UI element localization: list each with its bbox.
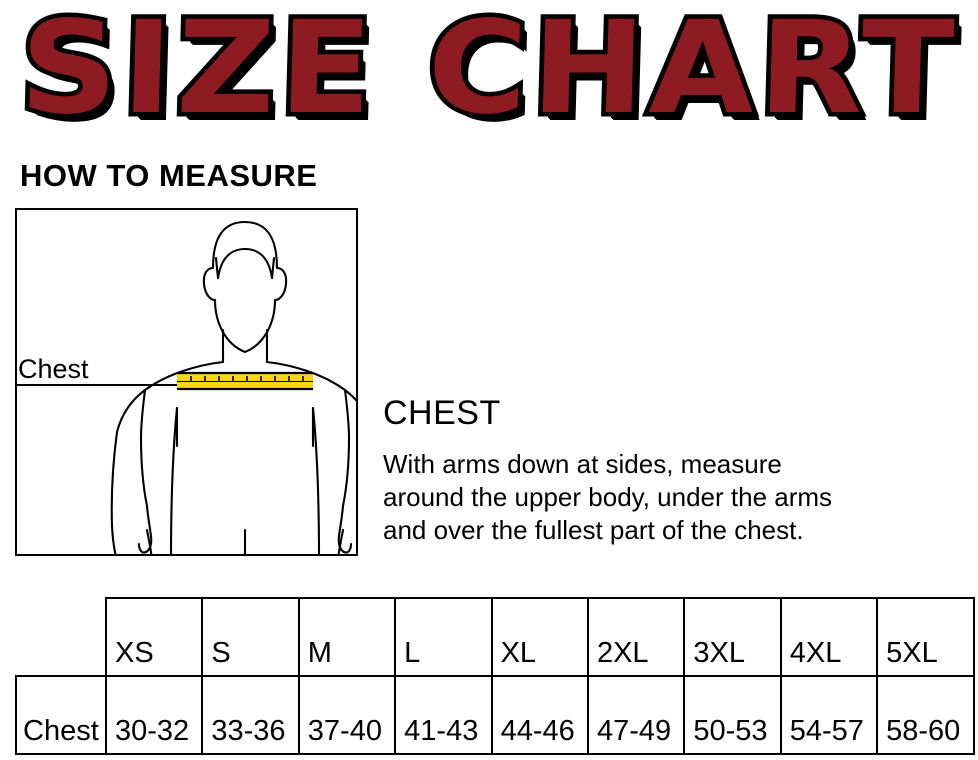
- table-header-xl: XL: [490, 597, 589, 677]
- chest-description-line-1: With arms down at sides, measure: [383, 449, 782, 479]
- table-cell-chest-3xl: 50-53: [683, 675, 782, 755]
- table-header-3xl: 3XL: [683, 597, 782, 677]
- table-header-2xl: 2XL: [586, 597, 686, 677]
- table-cell-chest-xl: 44-46: [490, 675, 589, 755]
- table-header-l: L: [394, 597, 493, 677]
- how-to-measure-heading: HOW TO MEASURE: [20, 158, 318, 193]
- table-cell-chest-4xl: 54-57: [779, 675, 879, 755]
- table-header-4xl: 4XL: [779, 597, 879, 677]
- table-cell-chest-xs: 30-32: [104, 675, 204, 755]
- table-row-label-chest: Chest: [15, 675, 107, 755]
- table-cell-chest-2xl: 47-49: [586, 675, 686, 755]
- male-torso-figure-icon: [17, 220, 356, 554]
- chest-description-block: CHEST With arms down at sides, measure a…: [383, 392, 973, 547]
- table-header-row: XS S M L XL 2XL 3XL 4XL 5XL: [16, 597, 975, 677]
- chest-description-line-3: and over the fullest part of the chest.: [383, 515, 804, 545]
- size-chart-table: XS S M L XL 2XL 3XL 4XL 5XL Chest 30-32 …: [15, 597, 975, 755]
- measurement-illustration-box: [15, 208, 358, 556]
- table-header-m: M: [297, 597, 397, 677]
- table-cell-chest-m: 37-40: [297, 675, 397, 755]
- chest-measure-label: Chest: [18, 354, 89, 384]
- table-row: Chest 30-32 33-36 37-40 41-43 44-46 47-4…: [15, 675, 975, 755]
- table-cell-chest-l: 41-43: [394, 675, 493, 755]
- measuring-tape-icon: [177, 371, 313, 391]
- page-title: SIZE CHART: [13, 0, 964, 148]
- table-header-5xl: 5XL: [876, 597, 975, 677]
- title-banner: SIZE CHART: [0, 0, 978, 150]
- table-cell-chest-s: 33-36: [201, 675, 300, 755]
- chest-description-heading: CHEST: [383, 394, 501, 432]
- chest-description-body: With arms down at sides, measure around …: [383, 448, 973, 547]
- table-body: XS S M L XL 2XL 3XL 4XL 5XL Chest 30-32 …: [15, 597, 975, 755]
- table-cell-chest-5xl: 58-60: [876, 675, 975, 755]
- chest-description-line-2: around the upper body, under the arms: [383, 482, 833, 512]
- table-header-s: S: [201, 597, 300, 677]
- table-corner-blank: [16, 598, 106, 676]
- table-header-xs: XS: [104, 597, 204, 677]
